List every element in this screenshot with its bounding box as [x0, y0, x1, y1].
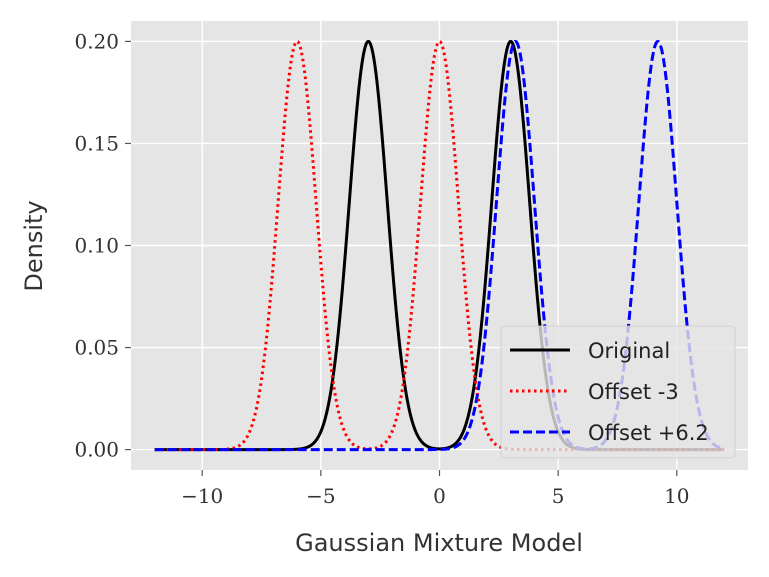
y-tick-label: 0.00	[74, 438, 119, 462]
series-line-1	[153, 39, 726, 452]
legend-box	[500, 325, 736, 459]
series-line-2	[153, 39, 726, 452]
y-tick-label: 0.20	[74, 29, 119, 53]
y-tick-label: 0.15	[74, 131, 119, 155]
legend-label-offset-minus-3: Offset -3	[588, 380, 679, 404]
legend-label-offset-plus-6-2: Offset +6.2	[588, 421, 709, 445]
y-tick-label: 0.05	[74, 336, 119, 360]
legend-label-original: Original	[588, 339, 670, 363]
x-tick-label: −5	[306, 484, 335, 508]
x-tick-label: 0	[433, 484, 446, 508]
x-tick-label: −10	[181, 484, 223, 508]
x-axis-label: Gaussian Mixture Model	[295, 529, 583, 557]
legend: Original Offset -3 Offset +6.2	[500, 325, 736, 459]
axis-ticks: −10 −5 0 5 10 0.00 0.05 0.10 0.15 0.20	[74, 29, 689, 508]
x-tick-label: 5	[552, 484, 565, 508]
x-tick-label: 10	[664, 484, 689, 508]
y-axis-label: Density	[20, 200, 48, 291]
y-tick-label: 0.10	[74, 234, 119, 258]
